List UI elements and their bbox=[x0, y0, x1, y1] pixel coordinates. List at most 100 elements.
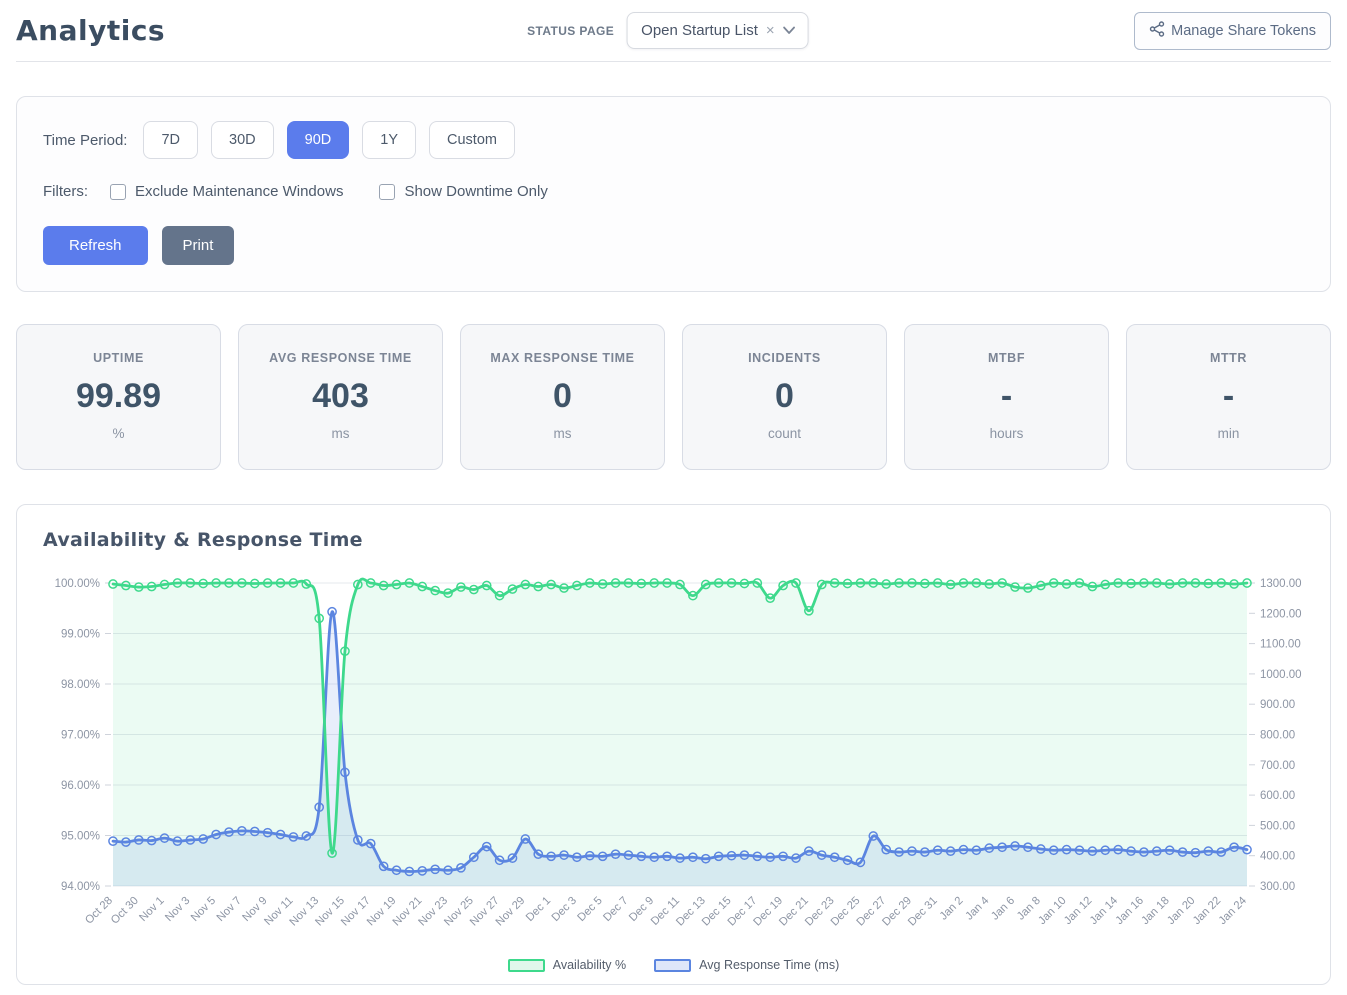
svg-text:Jan 20: Jan 20 bbox=[1165, 895, 1197, 927]
stat-label: MTBF bbox=[987, 351, 1026, 365]
svg-text:Dec 1: Dec 1 bbox=[524, 895, 553, 924]
svg-text:Jan 18: Jan 18 bbox=[1139, 895, 1171, 927]
availability-legend-label: Availability % bbox=[552, 958, 627, 972]
stat-unit: ms bbox=[331, 426, 350, 441]
svg-text:700.00: 700.00 bbox=[1260, 760, 1295, 772]
svg-text:Jan 6: Jan 6 bbox=[989, 895, 1017, 923]
svg-text:Nov 3: Nov 3 bbox=[163, 895, 192, 924]
status-page-label: STATUS PAGE bbox=[527, 23, 615, 38]
time-period-label: Time Period: bbox=[43, 131, 128, 149]
status-page-value: Open Startup List bbox=[641, 22, 758, 39]
stat-card-mttr: MTTR - min bbox=[1126, 324, 1331, 470]
time-period-30d-button[interactable]: 30D bbox=[211, 121, 274, 159]
stat-card-incidents: INCIDENTS 0 count bbox=[682, 324, 887, 470]
legend-item-response-time[interactable]: Avg Response Time (ms) bbox=[654, 958, 839, 972]
svg-text:Dec 31: Dec 31 bbox=[906, 895, 940, 929]
svg-text:Oct 28: Oct 28 bbox=[83, 895, 115, 927]
show-downtime-label: Show Downtime Only bbox=[404, 183, 548, 200]
stat-label: MAX RESPONSE TIME bbox=[490, 351, 635, 365]
svg-text:Nov 1: Nov 1 bbox=[137, 895, 166, 924]
stat-card-uptime: UPTIME 99.89 % bbox=[16, 324, 221, 470]
actions-row: Refresh Print bbox=[43, 226, 1304, 265]
legend-item-availability[interactable]: Availability % bbox=[507, 958, 627, 972]
stat-card-avg-response: AVG RESPONSE TIME 403 ms bbox=[238, 324, 443, 470]
svg-text:Oct 30: Oct 30 bbox=[109, 895, 141, 927]
svg-text:Jan 2: Jan 2 bbox=[938, 895, 966, 923]
svg-text:1200.00: 1200.00 bbox=[1260, 608, 1302, 620]
time-period-1y-button[interactable]: 1Y bbox=[362, 121, 416, 159]
svg-text:100.00%: 100.00% bbox=[55, 578, 100, 590]
stat-label: UPTIME bbox=[93, 351, 144, 365]
status-page-picker: STATUS PAGE Open Startup List × bbox=[527, 12, 809, 49]
stat-unit: ms bbox=[553, 426, 572, 441]
svg-text:Jan 12: Jan 12 bbox=[1062, 895, 1094, 927]
stat-value: 403 bbox=[312, 377, 369, 415]
print-button[interactable]: Print bbox=[161, 226, 235, 265]
manage-share-tokens-button[interactable]: Manage Share Tokens bbox=[1134, 11, 1331, 50]
svg-text:Jan 24: Jan 24 bbox=[1217, 895, 1249, 927]
svg-text:1100.00: 1100.00 bbox=[1260, 639, 1301, 651]
svg-text:900.00: 900.00 bbox=[1260, 699, 1295, 711]
exclude-maintenance-label: Exclude Maintenance Windows bbox=[135, 183, 344, 200]
status-page-select[interactable]: Open Startup List × bbox=[626, 12, 809, 49]
svg-text:Nov 5: Nov 5 bbox=[189, 895, 218, 924]
chart-panel: Availability & Response Time 94.00% 95.00… bbox=[16, 504, 1331, 985]
filter-panel: Time Period: 7D 30D 90D 1Y Custom Filter… bbox=[16, 96, 1331, 292]
stat-label: INCIDENTS bbox=[748, 351, 821, 365]
svg-text:Jan 4: Jan 4 bbox=[963, 895, 991, 923]
chart-box: 94.00% 95.00% 96.00% 97.00% 98.00% 99.00% 100.… bbox=[25, 561, 1322, 958]
exclude-maintenance-checkbox-group[interactable]: Exclude Maintenance Windows bbox=[110, 183, 343, 200]
svg-text:800.00: 800.00 bbox=[1260, 730, 1295, 742]
svg-text:95.00%: 95.00% bbox=[61, 831, 100, 843]
svg-text:1000.00: 1000.00 bbox=[1260, 669, 1302, 681]
response-time-legend-swatch bbox=[654, 958, 692, 972]
time-period-7d-button[interactable]: 7D bbox=[143, 121, 199, 159]
svg-text:99.00%: 99.00% bbox=[61, 629, 100, 641]
stat-unit: min bbox=[1217, 426, 1240, 441]
stat-label: AVG RESPONSE TIME bbox=[269, 351, 412, 365]
svg-text:97.00%: 97.00% bbox=[61, 730, 100, 742]
svg-text:Jan 22: Jan 22 bbox=[1191, 895, 1223, 927]
svg-text:Dec 5: Dec 5 bbox=[575, 895, 604, 924]
stat-unit: % bbox=[112, 426, 125, 441]
time-period-row: Time Period: 7D 30D 90D 1Y Custom bbox=[43, 121, 1304, 159]
stat-value: 99.89 bbox=[75, 377, 162, 415]
share-icon bbox=[1149, 20, 1165, 41]
stat-value: 0 bbox=[775, 377, 794, 415]
show-downtime-checkbox[interactable] bbox=[379, 183, 396, 200]
refresh-button[interactable]: Refresh bbox=[43, 226, 148, 265]
stat-value: 0 bbox=[553, 377, 572, 415]
filters-label: Filters: bbox=[43, 183, 88, 200]
stat-label: MTTR bbox=[1209, 351, 1248, 365]
svg-text:600.00: 600.00 bbox=[1260, 790, 1295, 802]
svg-text:94.00%: 94.00% bbox=[61, 881, 100, 893]
svg-text:Nov 29: Nov 29 bbox=[494, 895, 528, 929]
manage-share-tokens-label: Manage Share Tokens bbox=[1171, 22, 1316, 39]
svg-text:Dec 7: Dec 7 bbox=[601, 895, 630, 924]
clear-icon[interactable]: × bbox=[765, 22, 775, 39]
exclude-maintenance-checkbox[interactable] bbox=[110, 183, 126, 200]
svg-text:Jan 14: Jan 14 bbox=[1088, 895, 1120, 927]
svg-text:96.00%: 96.00% bbox=[61, 780, 100, 792]
stats-row: UPTIME 99.89 % AVG RESPONSE TIME 403 ms … bbox=[16, 324, 1331, 470]
svg-text:98.00%: 98.00% bbox=[61, 679, 100, 691]
page-title: Analytics bbox=[16, 14, 166, 47]
stat-unit: count bbox=[767, 426, 802, 441]
stat-value: - bbox=[1222, 377, 1235, 415]
time-period-90d-button[interactable]: 90D bbox=[286, 121, 350, 159]
svg-text:300.00: 300.00 bbox=[1260, 881, 1295, 893]
show-downtime-checkbox-group[interactable]: Show Downtime Only bbox=[379, 183, 548, 200]
response-time-legend-label: Avg Response Time (ms) bbox=[699, 958, 840, 972]
svg-text:Jan 16: Jan 16 bbox=[1114, 895, 1146, 927]
chart-title: Availability & Response Time bbox=[43, 529, 363, 551]
chevron-down-icon[interactable] bbox=[783, 26, 796, 35]
stat-card-max-response: MAX RESPONSE TIME 0 ms bbox=[460, 324, 665, 470]
availability-response-chart[interactable]: 94.00% 95.00% 96.00% 97.00% 98.00% 99.00% 100.… bbox=[25, 561, 1324, 953]
stat-card-mtbf: MTBF - hours bbox=[904, 324, 1109, 470]
svg-text:500.00: 500.00 bbox=[1260, 820, 1295, 832]
time-period-custom-button[interactable]: Custom bbox=[429, 121, 515, 159]
svg-text:Jan 10: Jan 10 bbox=[1036, 895, 1068, 927]
svg-text:Nov 7: Nov 7 bbox=[215, 895, 244, 924]
stat-value: - bbox=[1000, 377, 1013, 415]
svg-text:400.00: 400.00 bbox=[1260, 851, 1295, 863]
